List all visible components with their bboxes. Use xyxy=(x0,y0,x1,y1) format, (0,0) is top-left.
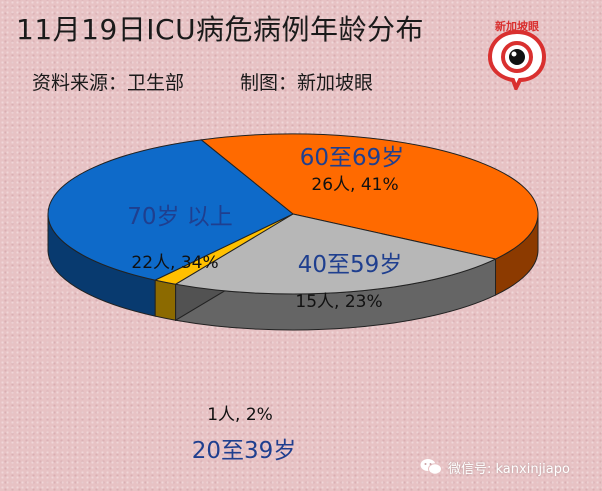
slice-value-label: 15人, 23% xyxy=(295,292,382,312)
pie-side-2 xyxy=(154,279,177,321)
pie-slice-3 xyxy=(47,139,294,281)
logo-text: 新加坡眼 xyxy=(495,20,539,33)
slice-name-label: 60至69岁 xyxy=(300,145,405,171)
brand-logo: 新加坡眼 xyxy=(486,14,548,93)
slice-name-label: 20至39岁 xyxy=(192,438,297,464)
pie-slice-1 xyxy=(174,213,498,295)
slice-value-label: 1人, 2% xyxy=(207,405,273,425)
slice-name-label: 70岁 以上 xyxy=(127,204,233,230)
wechat-icon xyxy=(420,458,442,476)
source-label: 资料来源：卫生部 xyxy=(32,72,185,94)
eye-logo-icon xyxy=(487,29,547,93)
slice-value-label: 22人, 34% xyxy=(131,253,218,273)
slice-value-label: 26人, 41% xyxy=(311,175,398,195)
chart-title: 11月19日ICU病危病例年龄分布 xyxy=(16,13,425,46)
credit-label: 制图：新加坡眼 xyxy=(240,72,374,94)
wechat-footer: 微信号: kanxinjiapo xyxy=(420,456,570,478)
slice-name-label: 40至59岁 xyxy=(298,252,403,278)
wechat-id-label: 微信号: kanxinjiapo xyxy=(448,461,570,477)
pie-slice-0 xyxy=(200,133,539,260)
